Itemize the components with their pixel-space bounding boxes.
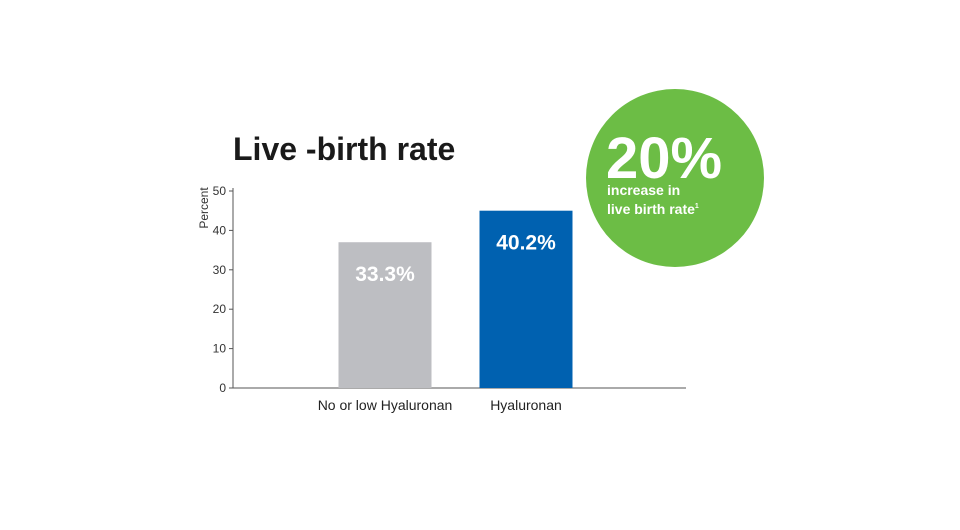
bar [479,210,573,388]
category-label: Hyaluronan [490,397,562,413]
y-axis-label: Percent [197,187,211,229]
category-label: No or low Hyaluronan [318,397,453,413]
callout-badge: 20% increase in live birth rate1 [586,89,764,267]
y-tick-label: 30 [213,263,227,277]
callout-line-2-text: live birth rate [607,201,695,217]
callout-footnote: 1 [695,203,699,210]
bar-data-labels: 33.3% 40.2% [355,232,556,287]
chart-title: Live -birth rate [233,131,455,167]
callout-line-1: increase in [607,182,680,198]
y-tick-label: 40 [213,223,227,237]
bar-data-label: 40.2% [496,232,556,255]
y-tick-label: 0 [219,381,226,395]
bar-data-label: 33.3% [355,263,415,286]
category-labels: No or low Hyaluronan Hyaluronan [318,397,562,413]
callout-value: 20% [606,126,722,191]
callout-circle [586,89,764,267]
bar [338,242,432,388]
bars [338,210,573,388]
callout-line-2: live birth rate1 [607,201,699,217]
y-tick-label: 50 [213,184,227,198]
y-tick-label: 10 [213,342,227,356]
y-ticks: 0 10 20 30 40 50 [213,184,233,395]
y-tick-label: 20 [213,302,227,316]
